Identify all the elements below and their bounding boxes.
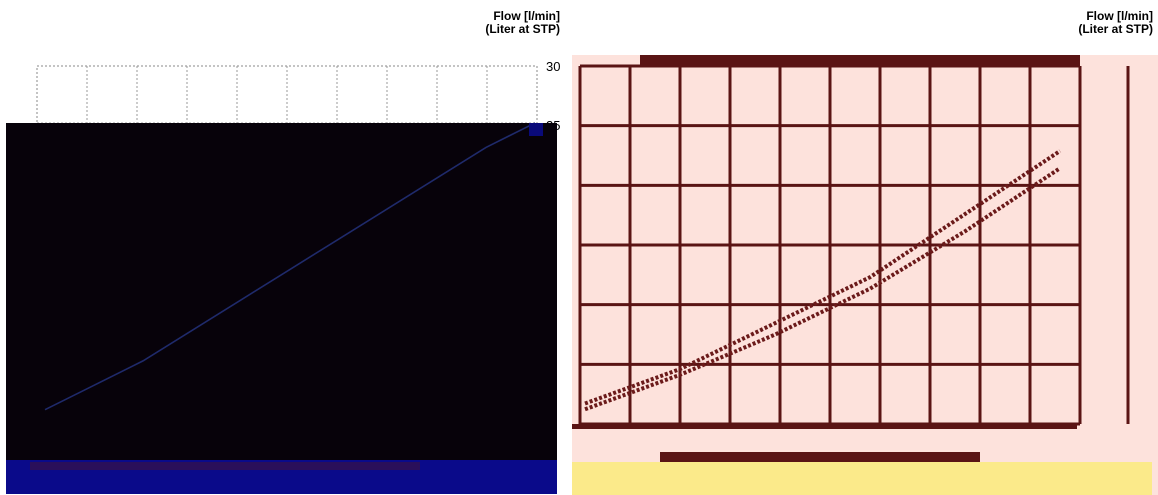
right-chart: [572, 55, 1158, 495]
left-occluder: [6, 123, 557, 460]
left-series-line: [44, 122, 536, 411]
right-plot-area: [572, 55, 1158, 495]
right-series-line-2: [584, 166, 1062, 412]
left-y-label-line2: (Liter at STP): [485, 22, 560, 36]
left-y-axis-label: Flow [l/min] (Liter at STP): [400, 10, 560, 36]
right-series-group: [584, 149, 1062, 412]
left-chart: 30 25: [6, 59, 560, 494]
left-end-marker: [529, 123, 543, 136]
right-footer-band: [572, 462, 1152, 495]
left-footer-stripe: [30, 462, 420, 470]
left-y-tick-30: 30: [546, 59, 560, 74]
left-series-group: [44, 122, 536, 411]
right-y-label-line2: (Liter at STP): [1078, 22, 1153, 36]
right-footer-stripe: [660, 452, 980, 462]
right-series-line-1: [584, 149, 1062, 406]
right-bottom-axis: [572, 424, 1077, 429]
right-y-axis-label: Flow [l/min] (Liter at STP): [990, 10, 1153, 36]
left-y-label-line1: Flow [l/min]: [493, 9, 560, 23]
right-y-label-line1: Flow [l/min]: [1086, 9, 1153, 23]
right-top-band: [640, 55, 1080, 67]
